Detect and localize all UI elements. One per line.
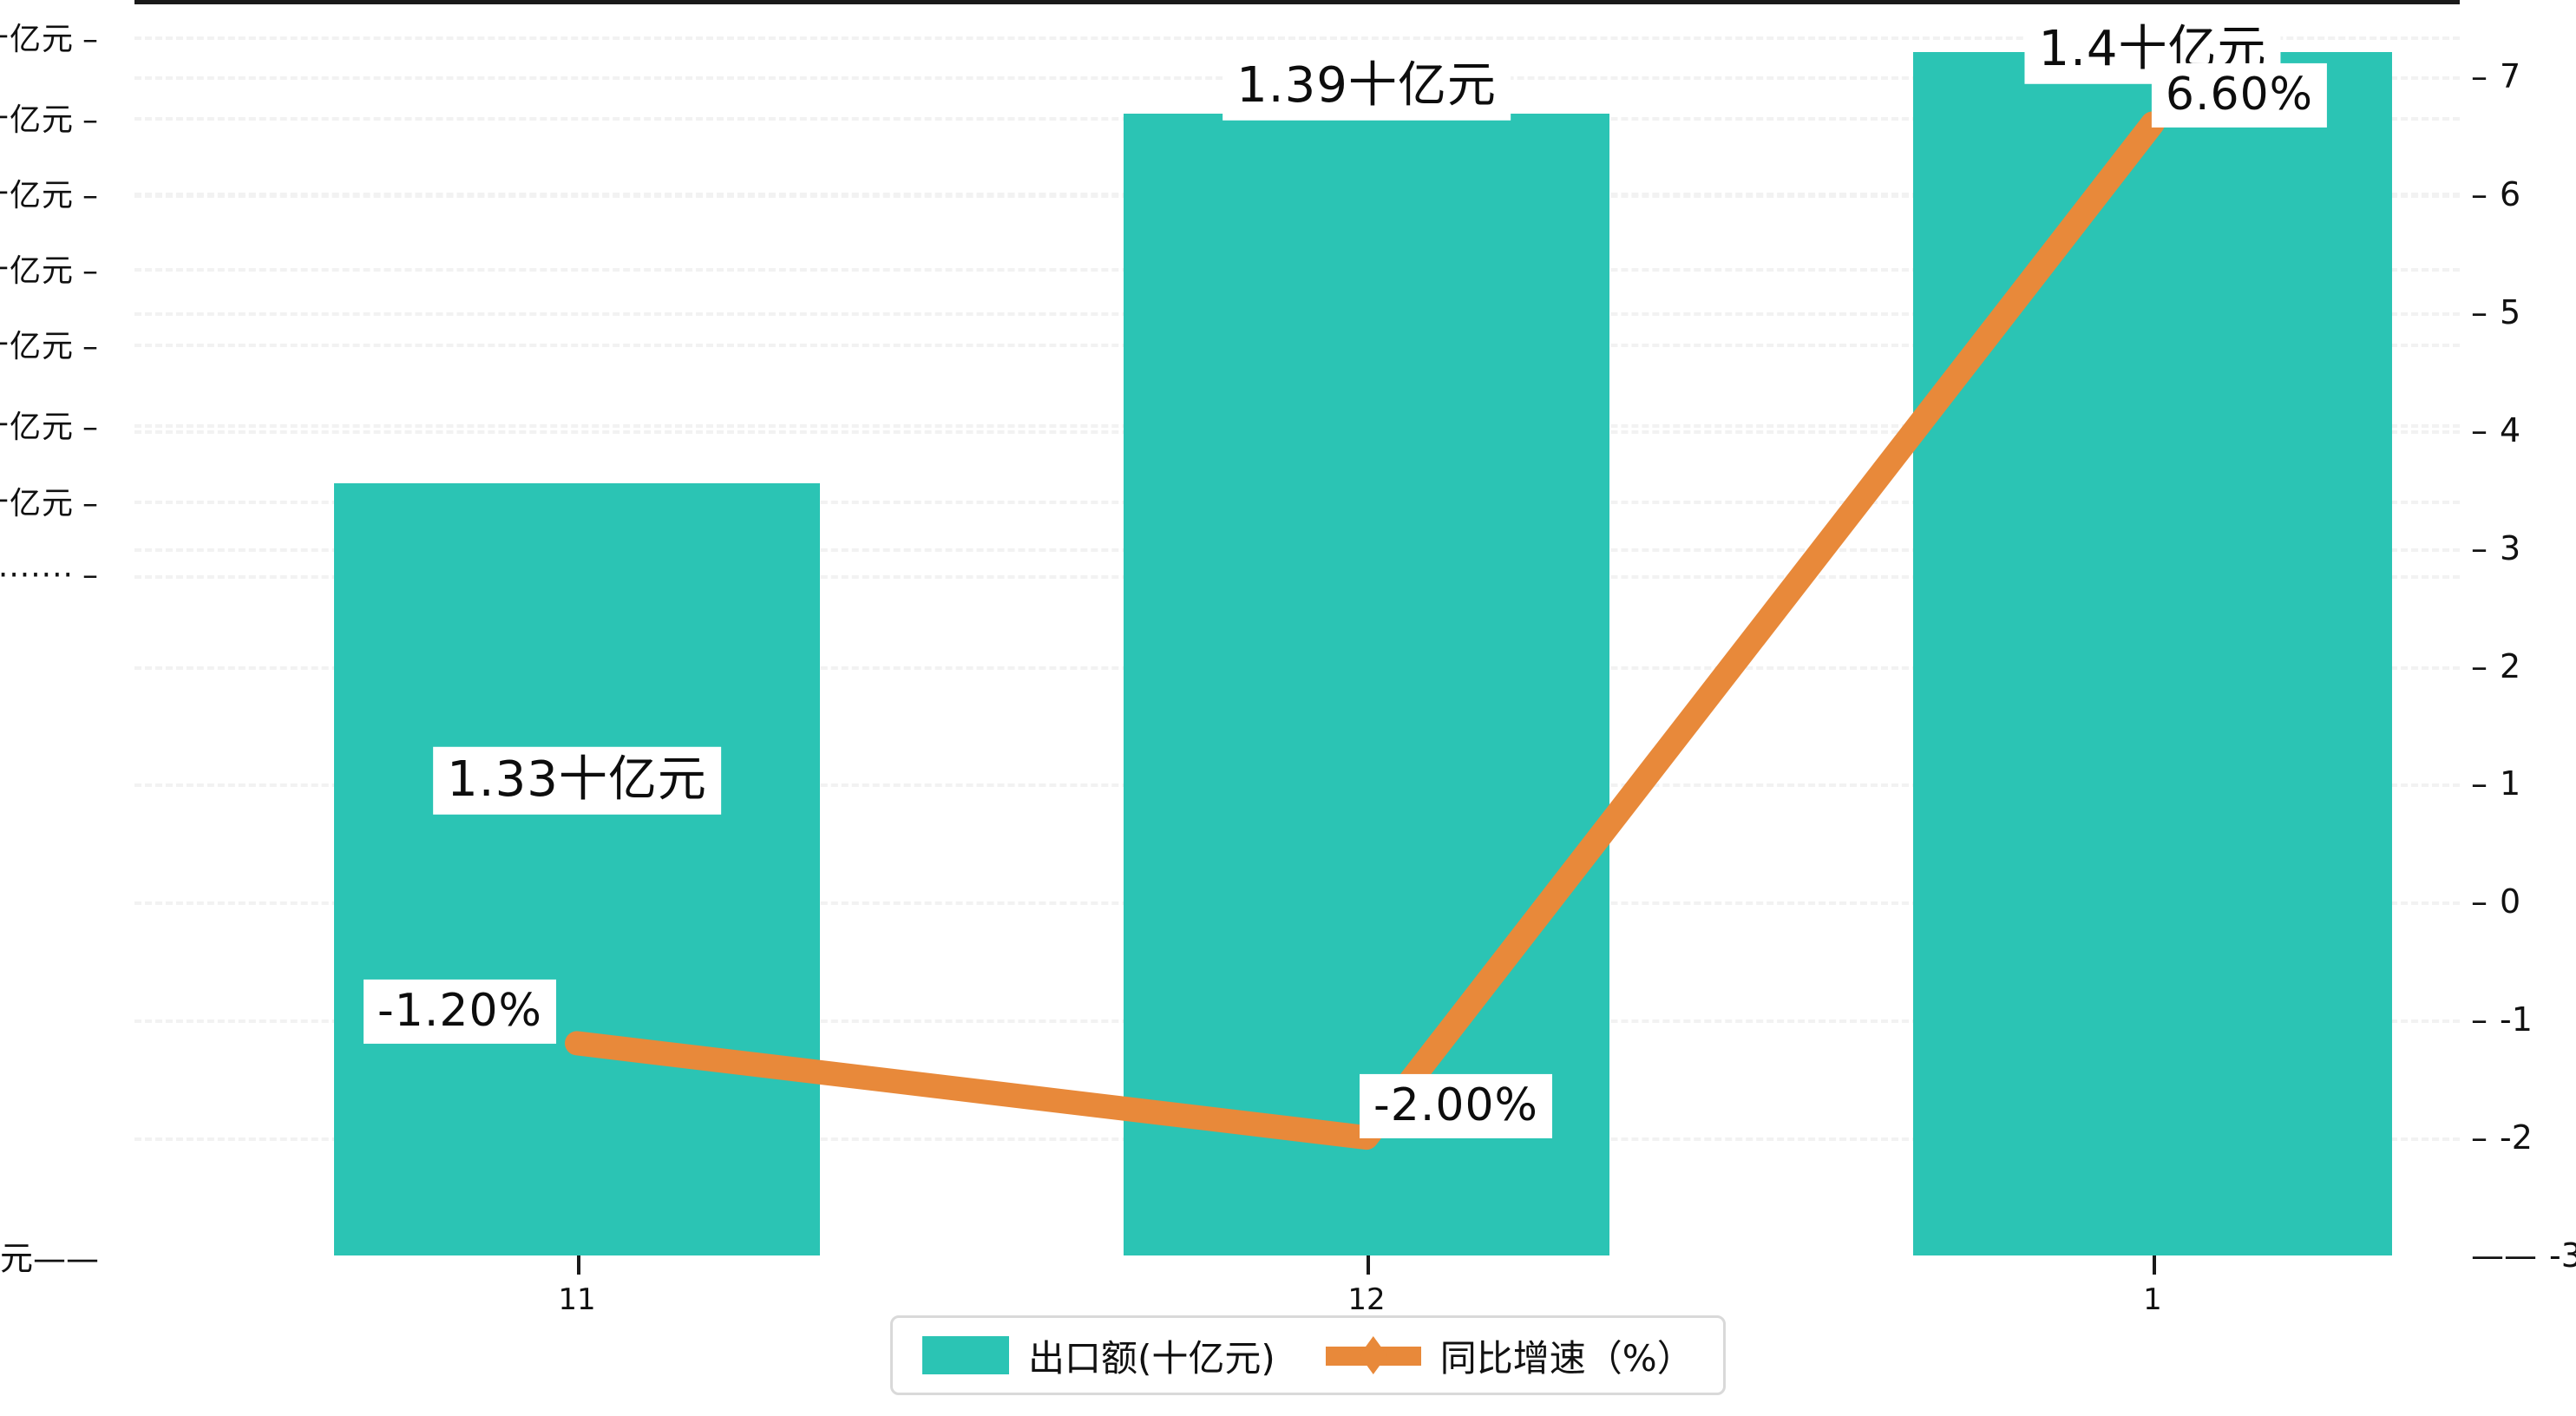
tick-dash-icon: –: [2471, 174, 2488, 213]
tick-dash-icon: –: [2471, 410, 2488, 449]
tick-text: -1: [2500, 1000, 2533, 1039]
y-axis-right-tick-label: – -2: [2471, 1118, 2533, 1157]
tick-dash-icon: –: [2471, 646, 2488, 685]
legend-label-growth-rate: 同比增速（%）: [1439, 1336, 1694, 1380]
tick-dash-icon: –: [2471, 292, 2488, 331]
tick-text: 6: [2500, 174, 2521, 213]
y-axis-right-tick-label: –5: [2471, 293, 2520, 331]
tick-dash-icon: –: [2471, 528, 2488, 567]
tick-dash-icon: –: [82, 557, 99, 593]
tick-text: -2: [2500, 1118, 2533, 1157]
gridline: [134, 36, 2460, 40]
bar-value-label-11: 1.33十亿元: [433, 746, 721, 816]
tick-text: 4: [2500, 410, 2521, 449]
tick-dash-icon: –: [82, 22, 99, 57]
legend-item-growth-rate[interactable]: 同比增速（%）: [1325, 1329, 1694, 1382]
tick-text: 2: [2500, 646, 2521, 685]
y-axis-right-tick-label: –4: [2471, 411, 2520, 449]
x-axis-tick-mark: [1367, 1255, 1370, 1275]
tick-dash-icon: –: [2471, 1000, 2488, 1039]
x-axis-tick-mark: [2153, 1255, 2156, 1275]
tick-dash-icon: –: [82, 102, 99, 138]
tick-text: 7: [2500, 57, 2521, 95]
tick-dash-icon: –: [82, 329, 99, 364]
y-axis-left-tick-label: 1.36十亿元–: [0, 246, 99, 291]
tick-text: 0: [2500, 882, 2521, 921]
tick-text: 1.36十亿元: [0, 253, 74, 289]
y-axis-right-tick-label: –7: [2471, 57, 2520, 95]
tick-text: 1: [2500, 764, 2521, 803]
y-axis-left-tick-label: ·········–: [0, 558, 99, 593]
x-axis-tick-label: 1: [2143, 1282, 2162, 1317]
bar-1[interactable]: [1913, 51, 2392, 1255]
chart-legend[interactable]: 出口额(十亿元) 同比增速（%）: [890, 1315, 1726, 1395]
y-axis-right-tick-label: –0: [2471, 882, 2520, 921]
line-marker-icon: [1325, 1336, 1421, 1374]
x-axis-tick-label: 11: [558, 1282, 596, 1317]
y-axis-right-tick-label: —— -3: [2471, 1236, 2576, 1275]
tick-dash-icon: –: [2471, 57, 2488, 95]
y-axis-left-tick-label: 1.4十亿元–: [0, 14, 99, 59]
tick-text: 1.32十亿元: [0, 486, 74, 521]
y-axis-left-tick-label: 1.32十亿元–: [0, 478, 99, 523]
tick-dash-icon: –: [2471, 882, 2488, 921]
growth-value-label-1: 6.60%: [2151, 62, 2328, 128]
y-axis-left-tick-label: 0十亿元——: [0, 1232, 99, 1280]
tick-text: 1.39十亿元: [0, 102, 74, 138]
y-axis-right-tick-label: –2: [2471, 647, 2520, 685]
y-axis-right-tick-label: –6: [2471, 175, 2520, 213]
bar-value-label-12: 1.39十亿元: [1222, 52, 1511, 121]
tick-dash-icon: –: [2471, 1118, 2488, 1157]
tick-dash-icon: –: [82, 486, 99, 521]
legend-item-export-value[interactable]: 出口额(十亿元): [922, 1329, 1275, 1382]
x-axis-spine: [134, 0, 2460, 4]
tick-dash-icon: –: [2471, 764, 2488, 803]
tick-dash-icon: ——: [2471, 1236, 2537, 1275]
y-axis-right-tick-label: –3: [2471, 529, 2520, 567]
tick-text: ·········: [0, 557, 74, 593]
tick-text: 1.33十亿元: [0, 410, 74, 445]
tick-text: 5: [2500, 292, 2521, 331]
growth-value-label-12: -2.00%: [1360, 1073, 1552, 1139]
bar-11[interactable]: [334, 482, 820, 1255]
y-axis-left-tick-label: 1.33十亿元–: [0, 402, 99, 447]
tick-dash-icon: ——: [33, 1239, 99, 1278]
y-axis-right-tick-label: –1: [2471, 764, 2520, 803]
y-axis-left-tick-label: 1.35十亿元–: [0, 321, 99, 366]
y-axis-left-tick-label: 1.37十亿元–: [0, 170, 99, 215]
tick-text: -3: [2549, 1236, 2576, 1275]
y-axis-left-tick-label: 1.39十亿元–: [0, 95, 99, 140]
growth-value-label-11: -1.20%: [364, 979, 556, 1045]
tick-text: 3: [2500, 528, 2521, 567]
tick-dash-icon: –: [82, 410, 99, 445]
y-axis-right-tick-label: – -1: [2471, 1000, 2533, 1039]
tick-dash-icon: –: [82, 178, 99, 213]
legend-label-export-value: 出口额(十亿元): [1028, 1336, 1275, 1380]
tick-text: 0十亿元: [0, 1239, 33, 1278]
tick-text: 1.37十亿元: [0, 178, 74, 213]
tick-text: 1.4十亿元: [0, 22, 74, 57]
x-axis-tick-label: 12: [1347, 1282, 1386, 1317]
x-axis-tick-mark: [577, 1255, 580, 1275]
bar-swatch-icon: [922, 1336, 1009, 1374]
tick-dash-icon: –: [82, 253, 99, 289]
tick-text: 1.35十亿元: [0, 329, 74, 364]
